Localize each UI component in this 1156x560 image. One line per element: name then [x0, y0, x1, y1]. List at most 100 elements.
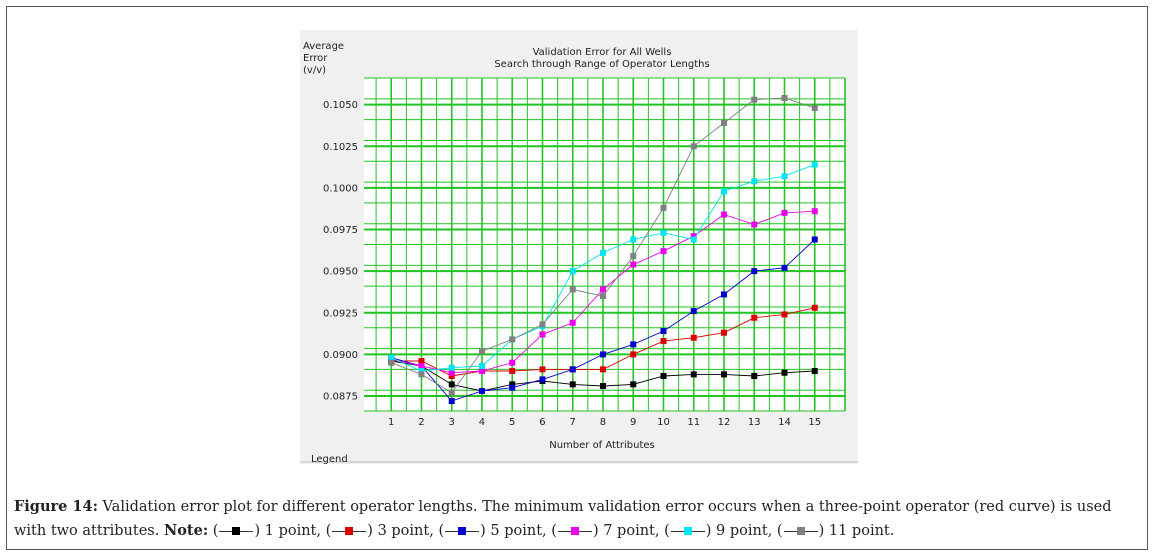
data-point [751, 178, 758, 185]
data-point [569, 268, 576, 275]
y-tick-label: 0.0975 [323, 225, 358, 236]
caption-legend-item: () 1 point, [212, 523, 321, 539]
x-tick-label: 14 [778, 417, 791, 428]
data-point [599, 383, 606, 390]
data-point [448, 389, 455, 396]
caption-legend-item: () 7 point, [551, 523, 660, 539]
series-group [388, 94, 818, 405]
data-point [418, 363, 425, 370]
data-point [720, 291, 727, 298]
x-tick-label: 4 [479, 417, 485, 428]
data-point [781, 311, 788, 318]
data-point [690, 236, 697, 243]
y-tick-label: 0.1025 [323, 142, 358, 153]
y-axis-label-line: Average [303, 41, 344, 52]
data-point [448, 369, 455, 376]
x-tick-label: 11 [687, 417, 700, 428]
legend-item-label: 3 point, [377, 523, 434, 539]
legend-swatch [219, 526, 254, 536]
y-tick-label: 0.0900 [323, 350, 358, 361]
y-tick-label: 0.0875 [323, 392, 358, 403]
figure-caption: Figure 14: Validation error plot for dif… [14, 495, 1142, 543]
data-point [720, 119, 727, 126]
legend-swatch [670, 526, 705, 536]
data-point [478, 363, 485, 370]
data-point [630, 351, 637, 358]
chart-title: Validation Error for All Wells [533, 47, 672, 58]
data-point [811, 208, 818, 215]
data-point [418, 358, 425, 365]
data-point [781, 369, 788, 376]
line-chart: Average Error (v/v) Validation Error for… [300, 41, 858, 464]
data-point [478, 368, 485, 375]
data-point [418, 371, 425, 378]
data-point [660, 248, 667, 255]
data-point [569, 366, 576, 373]
data-point [599, 351, 606, 358]
data-point [811, 368, 818, 375]
note-label: Note: [163, 522, 209, 539]
y-tick-label: 0.0950 [323, 267, 358, 278]
x-tick-label: 13 [748, 417, 761, 428]
data-point [630, 261, 637, 268]
data-point [781, 94, 788, 101]
legend-swatch [783, 526, 818, 536]
data-point [599, 366, 606, 373]
data-point [599, 286, 606, 293]
data-point [539, 321, 546, 328]
data-point [388, 354, 395, 361]
legend-swatch [332, 526, 367, 536]
y-axis-label: Average Error (v/v) [303, 41, 344, 76]
caption-label: Figure 14: [14, 498, 98, 515]
data-point [448, 381, 455, 388]
x-tick-label: 10 [657, 417, 670, 428]
x-tick-label: 5 [509, 417, 515, 428]
data-point [509, 336, 516, 343]
data-point [478, 348, 485, 355]
legend-item-label: 11 point. [828, 523, 895, 539]
data-point [599, 293, 606, 300]
x-axis-label: Number of Attributes [549, 440, 655, 451]
legend-item-label: 5 point, [490, 523, 547, 539]
data-point [660, 328, 667, 335]
data-point [630, 236, 637, 243]
data-point [751, 96, 758, 103]
data-point [509, 384, 516, 391]
x-tick-label: 1 [388, 417, 394, 428]
legend-label: Legend [311, 454, 348, 464]
legend-item-label: 7 point, [603, 523, 660, 539]
data-point [751, 314, 758, 321]
y-tick-label: 0.0925 [323, 308, 358, 319]
data-point [690, 143, 697, 150]
data-point [690, 308, 697, 315]
chart-panel: Average Error (v/v) Validation Error for… [300, 30, 858, 464]
x-tick-label: 15 [808, 417, 821, 428]
data-point [690, 233, 697, 240]
data-point [448, 373, 455, 380]
legend-item-label: 1 point, [264, 523, 321, 539]
data-point [660, 338, 667, 345]
data-point [539, 331, 546, 338]
caption-legend-item: () 9 point, [664, 523, 773, 539]
data-point [630, 341, 637, 348]
series-6 [388, 94, 818, 396]
data-point [660, 373, 667, 380]
data-point [811, 104, 818, 111]
x-tick-label: 12 [718, 417, 731, 428]
y-axis-ticks: 0.0875 0.0900 0.0925 0.0950 0.0975 0.1000 0.10… [323, 100, 358, 402]
data-point [781, 209, 788, 216]
data-point [569, 319, 576, 326]
data-point [751, 268, 758, 275]
data-point [720, 329, 727, 336]
y-tick-label: 0.1000 [323, 183, 358, 194]
data-point [690, 371, 697, 378]
data-point [569, 381, 576, 388]
data-point [418, 368, 425, 375]
data-point [630, 253, 637, 260]
data-point [478, 388, 485, 395]
data-point [388, 359, 395, 366]
data-point [509, 381, 516, 388]
data-point [509, 368, 516, 375]
caption-text: Validation error plot for different oper… [14, 499, 1112, 539]
x-tick-label: 2 [418, 417, 424, 428]
